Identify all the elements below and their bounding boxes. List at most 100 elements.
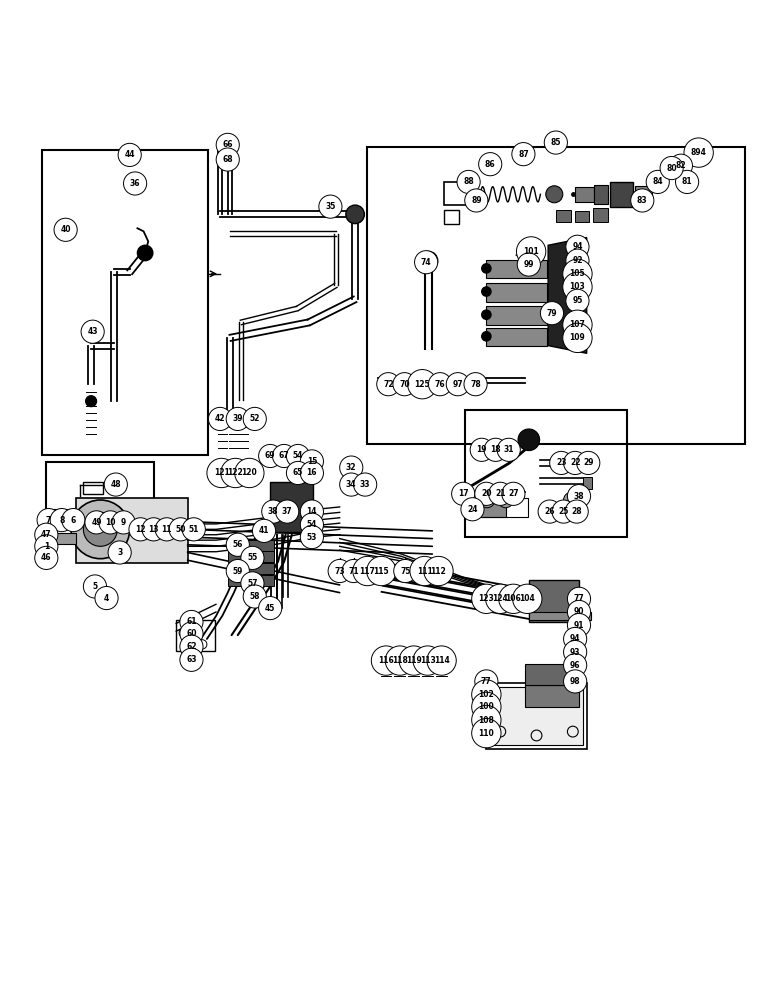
Text: 7: 7	[46, 516, 51, 525]
Text: 37: 37	[282, 507, 293, 516]
Circle shape	[95, 586, 118, 610]
Circle shape	[415, 251, 438, 274]
Circle shape	[37, 508, 60, 532]
Text: 32: 32	[346, 463, 357, 472]
Bar	[593, 208, 608, 222]
Text: 27: 27	[508, 489, 519, 498]
Text: 20: 20	[481, 489, 492, 498]
Circle shape	[286, 461, 310, 485]
Text: 107: 107	[570, 320, 585, 329]
Circle shape	[660, 156, 683, 180]
Text: 121: 121	[214, 468, 229, 477]
Text: 9: 9	[121, 518, 126, 527]
Bar	[486, 683, 587, 749]
Circle shape	[50, 508, 73, 532]
Text: 73: 73	[334, 567, 345, 576]
Circle shape	[489, 482, 512, 505]
Circle shape	[83, 575, 107, 598]
Bar	[479, 500, 506, 517]
Text: 76: 76	[435, 380, 445, 389]
Text: 19: 19	[476, 445, 487, 454]
Circle shape	[472, 718, 501, 748]
Circle shape	[180, 635, 203, 658]
Text: 38: 38	[574, 492, 584, 501]
Circle shape	[427, 646, 456, 675]
Text: 62: 62	[186, 642, 197, 651]
Bar	[228, 540, 274, 551]
Text: 6: 6	[71, 516, 76, 525]
Circle shape	[479, 492, 495, 508]
Circle shape	[221, 458, 250, 488]
Text: 50: 50	[175, 525, 186, 534]
Circle shape	[85, 511, 108, 534]
Text: 40: 40	[60, 225, 71, 234]
Bar	[42, 150, 208, 455]
Circle shape	[180, 648, 203, 671]
Text: 49: 49	[91, 518, 102, 527]
Circle shape	[207, 458, 236, 488]
Circle shape	[235, 458, 264, 488]
Circle shape	[563, 323, 592, 353]
Text: 68: 68	[222, 155, 233, 164]
Text: 18: 18	[490, 445, 501, 454]
Bar	[474, 498, 528, 517]
Circle shape	[216, 148, 239, 171]
Circle shape	[300, 525, 323, 549]
Circle shape	[252, 519, 276, 542]
Bar	[176, 620, 215, 651]
Text: 26: 26	[544, 507, 555, 516]
Text: 77: 77	[481, 677, 492, 686]
Circle shape	[538, 500, 561, 523]
Text: 34: 34	[346, 480, 357, 489]
Text: 61: 61	[186, 617, 197, 626]
Text: 47: 47	[41, 530, 52, 539]
Text: 12: 12	[135, 525, 146, 534]
Text: 81: 81	[682, 177, 692, 186]
Text: 94: 94	[570, 634, 581, 643]
Bar	[610, 182, 633, 207]
Circle shape	[226, 407, 249, 431]
Circle shape	[564, 627, 587, 651]
Circle shape	[226, 533, 249, 556]
Text: 1: 1	[44, 542, 49, 551]
Circle shape	[328, 559, 351, 583]
Circle shape	[472, 680, 501, 709]
Circle shape	[552, 500, 575, 523]
Bar	[486, 260, 547, 278]
Circle shape	[566, 289, 589, 312]
Bar	[486, 328, 547, 346]
Circle shape	[182, 518, 205, 541]
Text: 4: 4	[104, 594, 109, 603]
Text: 59: 59	[232, 567, 243, 576]
Circle shape	[340, 473, 363, 496]
Circle shape	[669, 154, 692, 177]
Text: 22: 22	[570, 458, 581, 467]
Text: 65: 65	[293, 468, 303, 477]
Circle shape	[286, 444, 310, 468]
Bar	[486, 283, 547, 302]
Bar	[575, 211, 589, 222]
Circle shape	[262, 500, 285, 523]
Circle shape	[276, 500, 299, 523]
Text: 80: 80	[666, 164, 677, 173]
Text: 104: 104	[520, 594, 535, 603]
Circle shape	[564, 492, 579, 508]
Circle shape	[567, 485, 591, 508]
Text: 57: 57	[247, 579, 258, 588]
Circle shape	[216, 133, 239, 156]
Circle shape	[482, 310, 491, 319]
Text: 14: 14	[306, 507, 317, 516]
Circle shape	[81, 320, 104, 343]
Text: 67: 67	[279, 451, 290, 460]
Circle shape	[484, 438, 507, 461]
Circle shape	[482, 332, 491, 341]
Circle shape	[564, 641, 587, 664]
Text: 8: 8	[59, 516, 64, 525]
Circle shape	[452, 482, 475, 505]
Circle shape	[479, 153, 502, 176]
Text: 36: 36	[130, 179, 141, 188]
Circle shape	[540, 302, 564, 325]
Bar	[46, 462, 154, 510]
Text: 90: 90	[574, 607, 584, 616]
Circle shape	[35, 546, 58, 569]
